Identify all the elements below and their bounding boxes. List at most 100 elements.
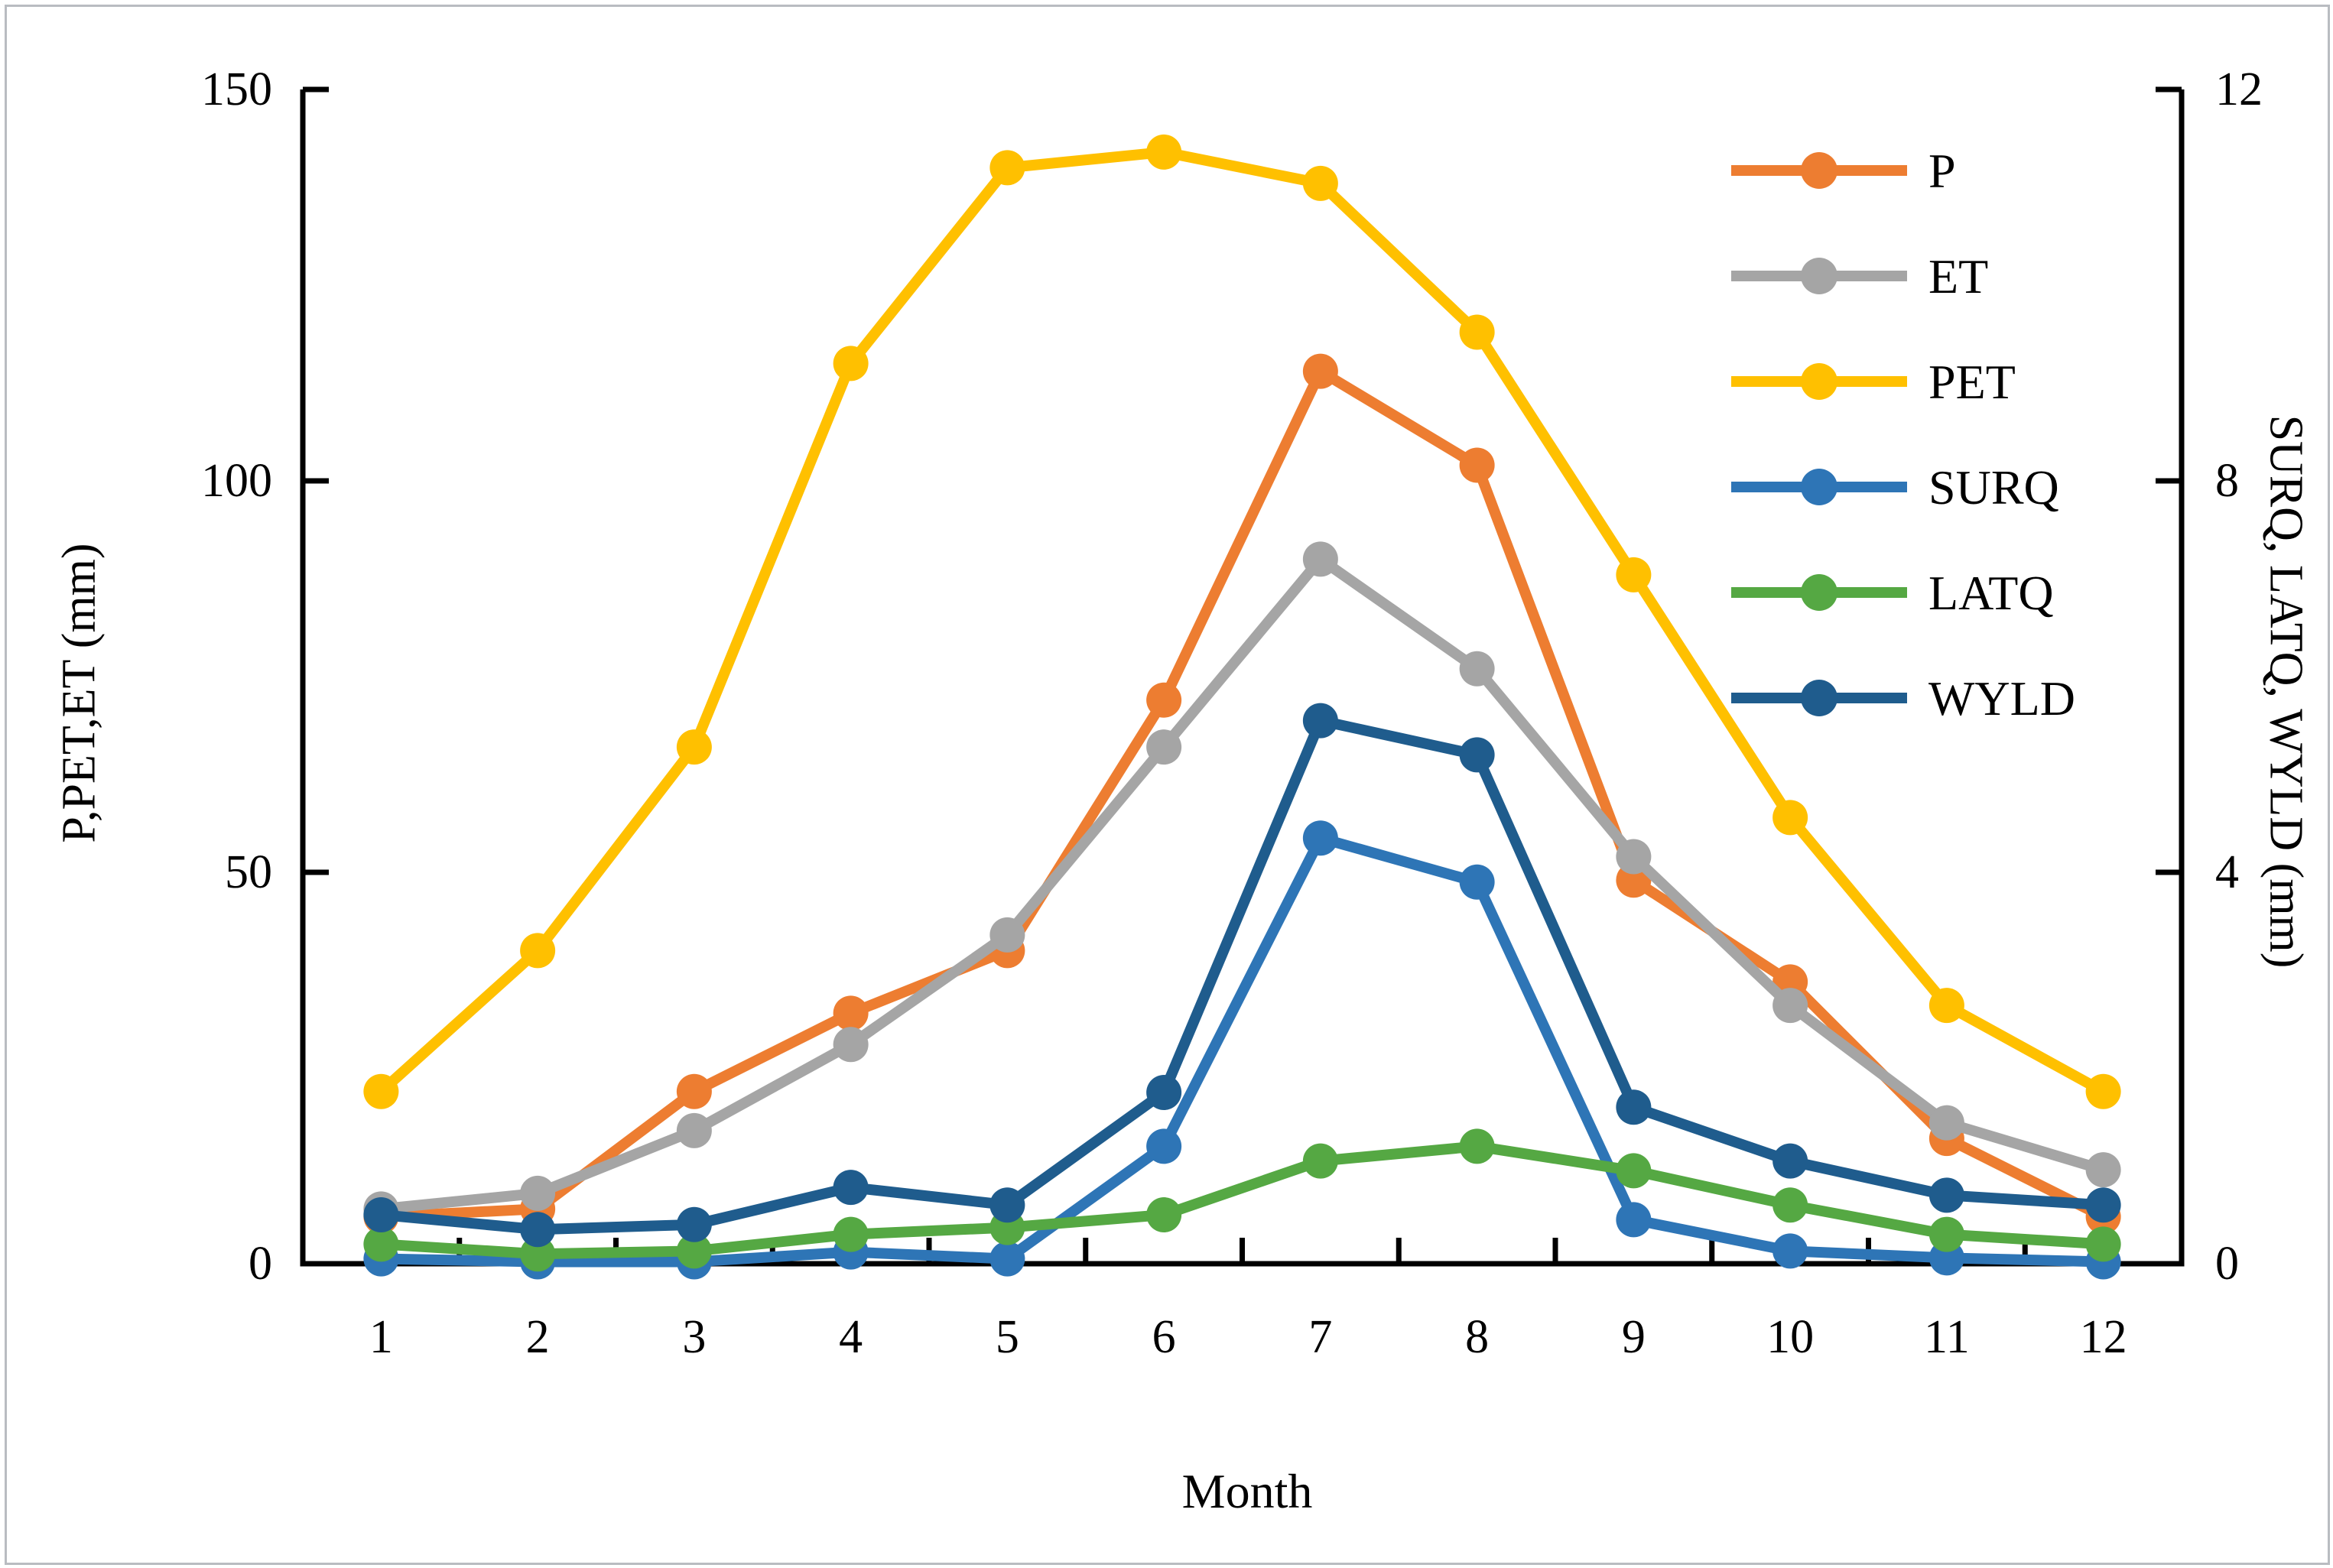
series-marker-p [1459, 447, 1495, 483]
series-marker-wyld [1928, 1177, 1964, 1213]
series-marker-pet [1772, 800, 1808, 836]
left-axis-tick-label: 100 [201, 455, 272, 507]
series-marker-et [1772, 988, 1808, 1024]
series-marker-pet [2085, 1073, 2121, 1109]
legend-marker-et [1801, 258, 1837, 294]
series-marker-et [1459, 651, 1495, 687]
series-marker-wyld [1146, 1075, 1182, 1110]
chart-figure: 0 50 100 150 0 4 8 12 1 2 3 4 5 6 7 8 9 10 11 12 P ET PET SURQ L… [5, 5, 2330, 1565]
x-axis-tick-label: 1 [369, 1311, 393, 1363]
series-line-et [380, 554, 2105, 1215]
series-marker-et [1302, 541, 1338, 577]
x-axis-tick-label: 2 [526, 1311, 550, 1363]
series-marker-wyld [833, 1170, 869, 1206]
left-axis-tick-label: 50 [225, 846, 272, 898]
legend-marker-p [1801, 152, 1837, 189]
x-axis-tick-label: 4 [839, 1311, 863, 1363]
series-marker-pet [1616, 557, 1652, 592]
series-line-latq [380, 1141, 2104, 1260]
series-marker-wyld [989, 1187, 1025, 1223]
x-axis-tick-label: 8 [1465, 1311, 1489, 1363]
legend-label-surq: SURQ [1928, 460, 2059, 515]
series-marker-pet [1302, 165, 1338, 201]
series-marker-wyld [1616, 1089, 1652, 1125]
series-marker-et [676, 1112, 712, 1148]
series-marker-latq [520, 1236, 556, 1272]
x-axis-tick-label: 11 [1924, 1311, 1970, 1363]
series-marker-surq [1616, 1202, 1652, 1238]
series-marker-et [1928, 1105, 1964, 1141]
series-marker-p [1302, 353, 1338, 389]
series-marker-latq [1459, 1128, 1495, 1164]
series-marker-surq [1302, 820, 1338, 856]
legend-marker-latq [1801, 574, 1837, 611]
x-axis-tick-label: 6 [1152, 1311, 1176, 1363]
series-marker-wyld [1459, 737, 1495, 773]
series-marker-surq [989, 1241, 1025, 1277]
right-axis-tick-label: 0 [2215, 1238, 2239, 1290]
series-marker-et [2085, 1152, 2121, 1188]
series-marker-pet [1928, 988, 1964, 1024]
legend-label-latq: LATQ [1928, 566, 2054, 620]
series-marker-surq [1459, 864, 1495, 900]
right-axis-tick-label: 4 [2215, 846, 2239, 898]
legend-marker-surq [1801, 469, 1837, 505]
left-axis-tick-label: 150 [201, 63, 272, 115]
series-marker-wyld [676, 1206, 712, 1242]
legend-label-wyld: WYLD [1928, 671, 2075, 726]
legend-label-et: ET [1928, 249, 1988, 304]
series-line-pet [377, 146, 2106, 1096]
series-marker-pet [1459, 314, 1495, 350]
series-marker-latq [833, 1216, 869, 1252]
legend-marker-wyld [1801, 680, 1837, 716]
legend-label-p: P [1928, 144, 1956, 198]
left-axis-tick-label: 0 [249, 1238, 272, 1290]
series-marker-latq [1146, 1197, 1182, 1232]
legend-marker-pet [1801, 363, 1837, 400]
series-marker-et [1616, 839, 1652, 875]
series-line-p [381, 365, 2106, 1222]
series-marker-latq [1616, 1153, 1652, 1189]
series-marker-latq [676, 1233, 712, 1269]
series-marker-latq [1928, 1216, 1964, 1252]
series-marker-et [833, 1027, 869, 1063]
series-marker-et [520, 1175, 556, 1211]
right-axis-title: SURQ, LATQ, WYLD (mm) [2260, 414, 2312, 969]
series-marker-latq [2085, 1226, 2121, 1262]
x-axis-tick-label: 12 [2080, 1311, 2127, 1363]
x-axis-tick-label: 3 [682, 1311, 706, 1363]
series-marker-et [989, 917, 1025, 953]
right-axis-tick-label: 12 [2215, 63, 2263, 115]
x-axis-tick-label: 10 [1766, 1311, 1814, 1363]
left-axis-title: P,PET,ET (mm) [53, 543, 106, 843]
series-line-wyld [380, 715, 2104, 1235]
right-axis-tick-label: 8 [2215, 455, 2239, 507]
series-marker-wyld [520, 1212, 556, 1248]
series-marker-latq [1772, 1187, 1808, 1223]
series-marker-pet [676, 729, 712, 765]
series-marker-pet [1146, 134, 1182, 170]
x-axis-tick-label: 7 [1308, 1311, 1332, 1363]
series-marker-et [1146, 729, 1182, 765]
series-marker-wyld [363, 1197, 399, 1232]
x-axis-tick-label: 5 [996, 1311, 1019, 1363]
series-marker-pet [989, 150, 1025, 186]
series-marker-latq [363, 1226, 399, 1262]
series-marker-pet [833, 346, 869, 381]
series-marker-latq [1302, 1143, 1338, 1179]
series-marker-p [833, 995, 869, 1031]
series-marker-wyld [1772, 1143, 1808, 1179]
x-axis-tick-label: 9 [1622, 1311, 1646, 1363]
series-marker-pet [363, 1073, 399, 1109]
series-marker-wyld [2085, 1187, 2121, 1223]
legend-label-pet: PET [1928, 355, 2016, 409]
series-marker-p [1146, 682, 1182, 718]
series-line-surq [381, 833, 2104, 1268]
series-marker-surq [1772, 1233, 1808, 1269]
series-marker-surq [1146, 1128, 1182, 1164]
x-axis-title: Month [1181, 1464, 1313, 1518]
series-marker-pet [520, 933, 556, 969]
series-marker-wyld [1302, 703, 1338, 739]
series-marker-p [676, 1073, 712, 1109]
